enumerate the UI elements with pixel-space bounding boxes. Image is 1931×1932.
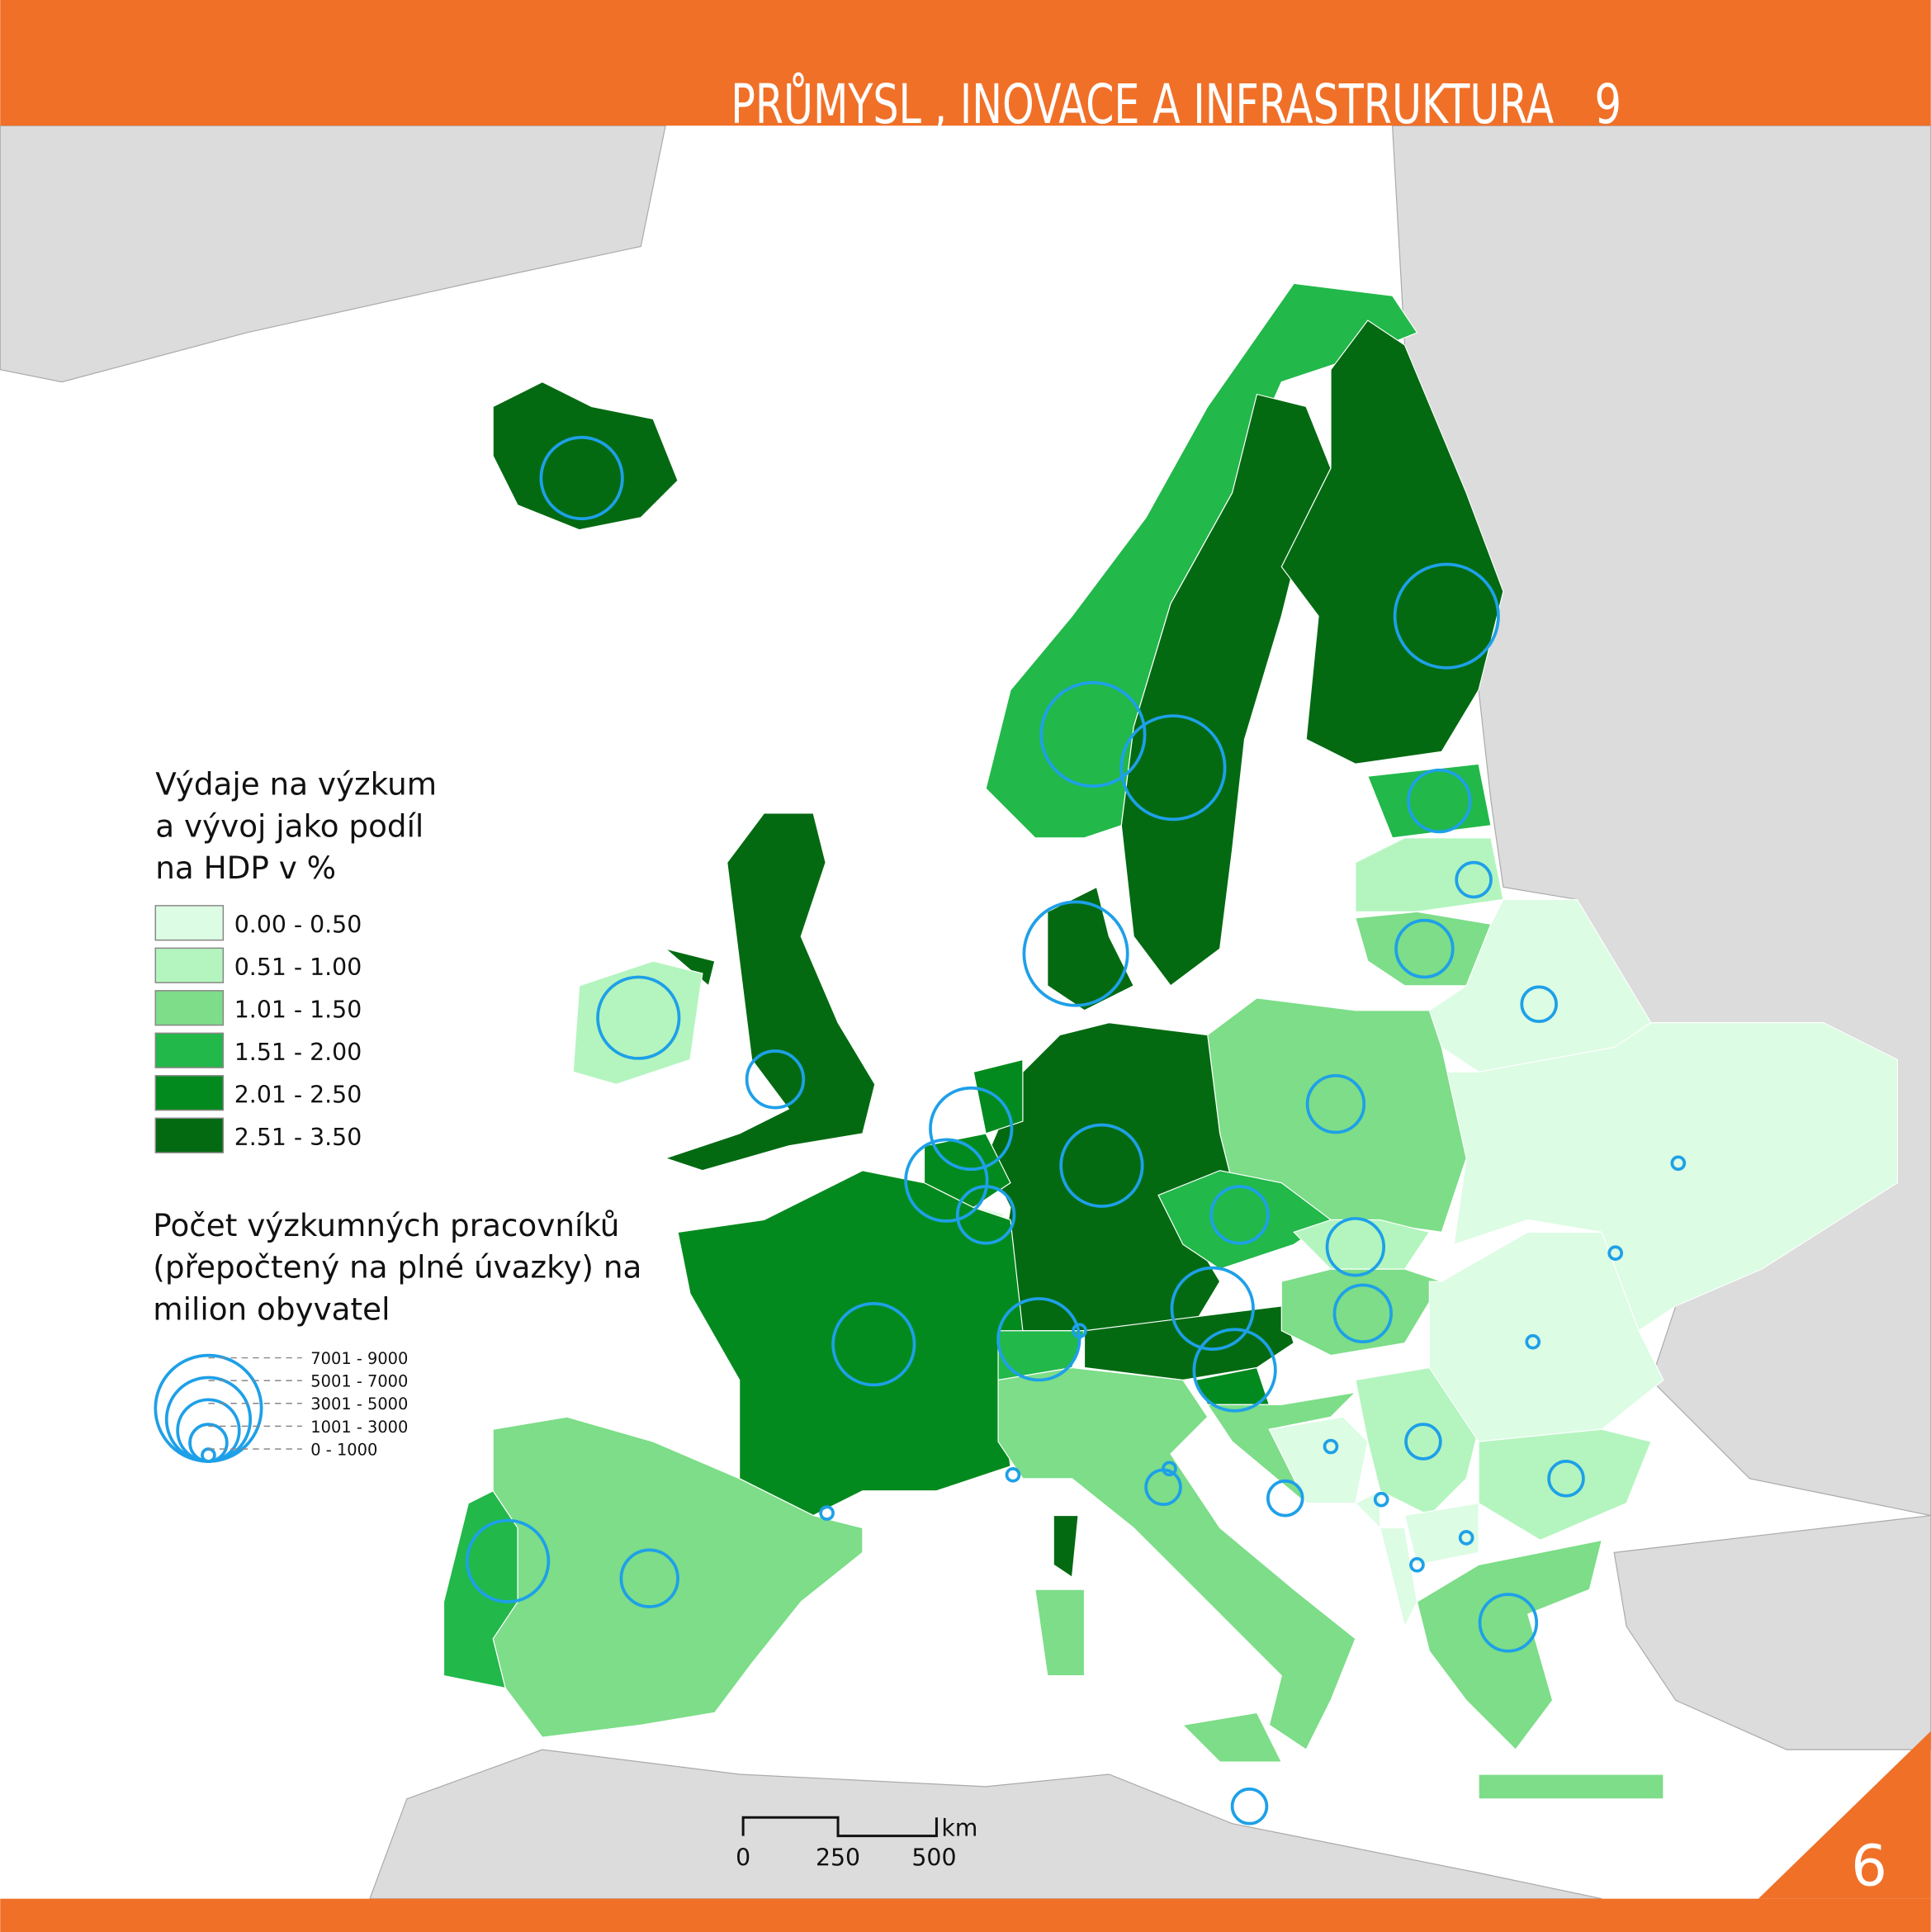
researcher-circle [1404,1423,1442,1461]
country [1047,886,1135,1011]
country [1053,1514,1079,1579]
legend-swatch [154,1117,225,1153]
legend-label: 2.01 - 2.50 [234,1082,362,1109]
researcher-circle [1478,1593,1539,1653]
legend-swatch [154,1032,225,1068]
researcher-circle [745,1049,806,1110]
researcher-circle [1325,1217,1386,1277]
researcher-circle [819,1505,835,1521]
scale-label: 250 [816,1844,860,1871]
legend-label: 1.01 - 1.50 [234,997,362,1024]
legend-label: 2.51 - 3.50 [234,1124,362,1151]
legend-swatch [154,947,225,983]
country [1441,1022,1899,1332]
researcher-circle [619,1548,679,1608]
legend-label: 3001 - 5000 [310,1395,408,1413]
country [1416,1539,1603,1751]
page-number: 6 [1851,1833,1887,1899]
legend-label: 7001 - 9000 [310,1349,408,1368]
legend-title: milion obyvatel [153,1290,390,1327]
legend: Výdaje na výzkum a vývoj jako podíl na HDP… [153,766,641,1463]
legend-label: 0.00 - 0.50 [234,912,362,939]
legend-title: na HDP v % [155,850,336,886]
researcher-circle [996,1297,1081,1382]
researcher-circle [1525,1333,1541,1350]
footer-band [0,1898,1931,1932]
researcher-circle [1373,1491,1389,1508]
country [1403,1502,1479,1565]
corner-tab [1758,1731,1931,1899]
legend-label: 0.51 - 1.00 [234,954,362,981]
legend-title: a vývoj jako podíl [155,807,424,844]
researcher-circle [1393,562,1500,670]
researcher-circle [1305,1073,1366,1134]
country [1478,1428,1652,1541]
researcher-circle [1170,1266,1255,1351]
other-land [0,125,666,383]
legend-swatch [154,1075,225,1111]
country [1280,1268,1443,1357]
header-title: PRŮMYSL , INOVACE A INFRASTRUKTURA [731,73,1554,136]
scale-label: 0 [736,1844,750,1871]
researcher-circle [1192,1328,1277,1413]
scale-unit: km [941,1815,977,1842]
researcher-circle [1266,1479,1304,1518]
researcher-circles [465,435,1687,1825]
researcher-circle [1119,714,1227,822]
header-band [0,0,1931,126]
legend-swatch [154,990,225,1026]
researcher-circle [1162,1461,1177,1477]
researcher-circle [1323,1438,1339,1455]
legend-label: 1001 - 3000 [310,1418,408,1437]
researcher-circle [1520,985,1558,1024]
country [1206,1391,1357,1504]
country [997,1366,1356,1751]
researcher-circle [1607,1245,1624,1262]
researcher-circle [1230,1788,1269,1825]
country [1366,763,1492,839]
researcher-circle [1409,1556,1425,1573]
researcher-circle [465,1518,551,1603]
researcher-circle [1455,860,1493,899]
legend-swatch [154,905,225,941]
country [664,812,876,1172]
researcher-circle [1407,768,1472,834]
researcher-circle [1039,680,1147,788]
country [492,381,679,531]
other-land [369,1749,1602,1900]
researcher-circle [1670,1155,1687,1172]
researcher-circle [1059,1123,1144,1208]
researcher-circle [831,1302,916,1387]
legend-title: Počet výzkumných pracovníků [153,1207,619,1243]
researcher-circle [539,435,624,521]
researcher-circle [1332,1283,1393,1344]
researcher-circle [1209,1185,1270,1245]
legend-label: 0 - 1000 [310,1440,377,1459]
chapter-number: 9 [1594,73,1621,136]
researcher-circle [1022,900,1129,1007]
scale-label: 500 [911,1844,956,1871]
scale-line [741,1816,938,1838]
researcher-circle [596,975,681,1060]
researcher-circle [904,1138,989,1223]
legend-label: 5001 - 7000 [310,1372,408,1391]
researcher-circle [1005,1467,1021,1483]
researcher-circle [929,1086,1014,1172]
legend-title: Výdaje na výzkum [155,766,437,803]
country [1181,1712,1283,1763]
legend-title: (přepočtený na plné úvazky) na [153,1249,641,1286]
land [0,125,1931,1900]
researcher-circle [1394,918,1455,979]
researcher-circle [1072,1323,1087,1339]
researcher-circle [1547,1460,1585,1498]
country [1428,1231,1664,1442]
researcher-circle [1458,1530,1474,1546]
researcher-circle [955,1185,1016,1245]
country [1478,1773,1664,1800]
legend-label: 1.51 - 2.00 [234,1039,362,1066]
country [1034,1589,1086,1677]
